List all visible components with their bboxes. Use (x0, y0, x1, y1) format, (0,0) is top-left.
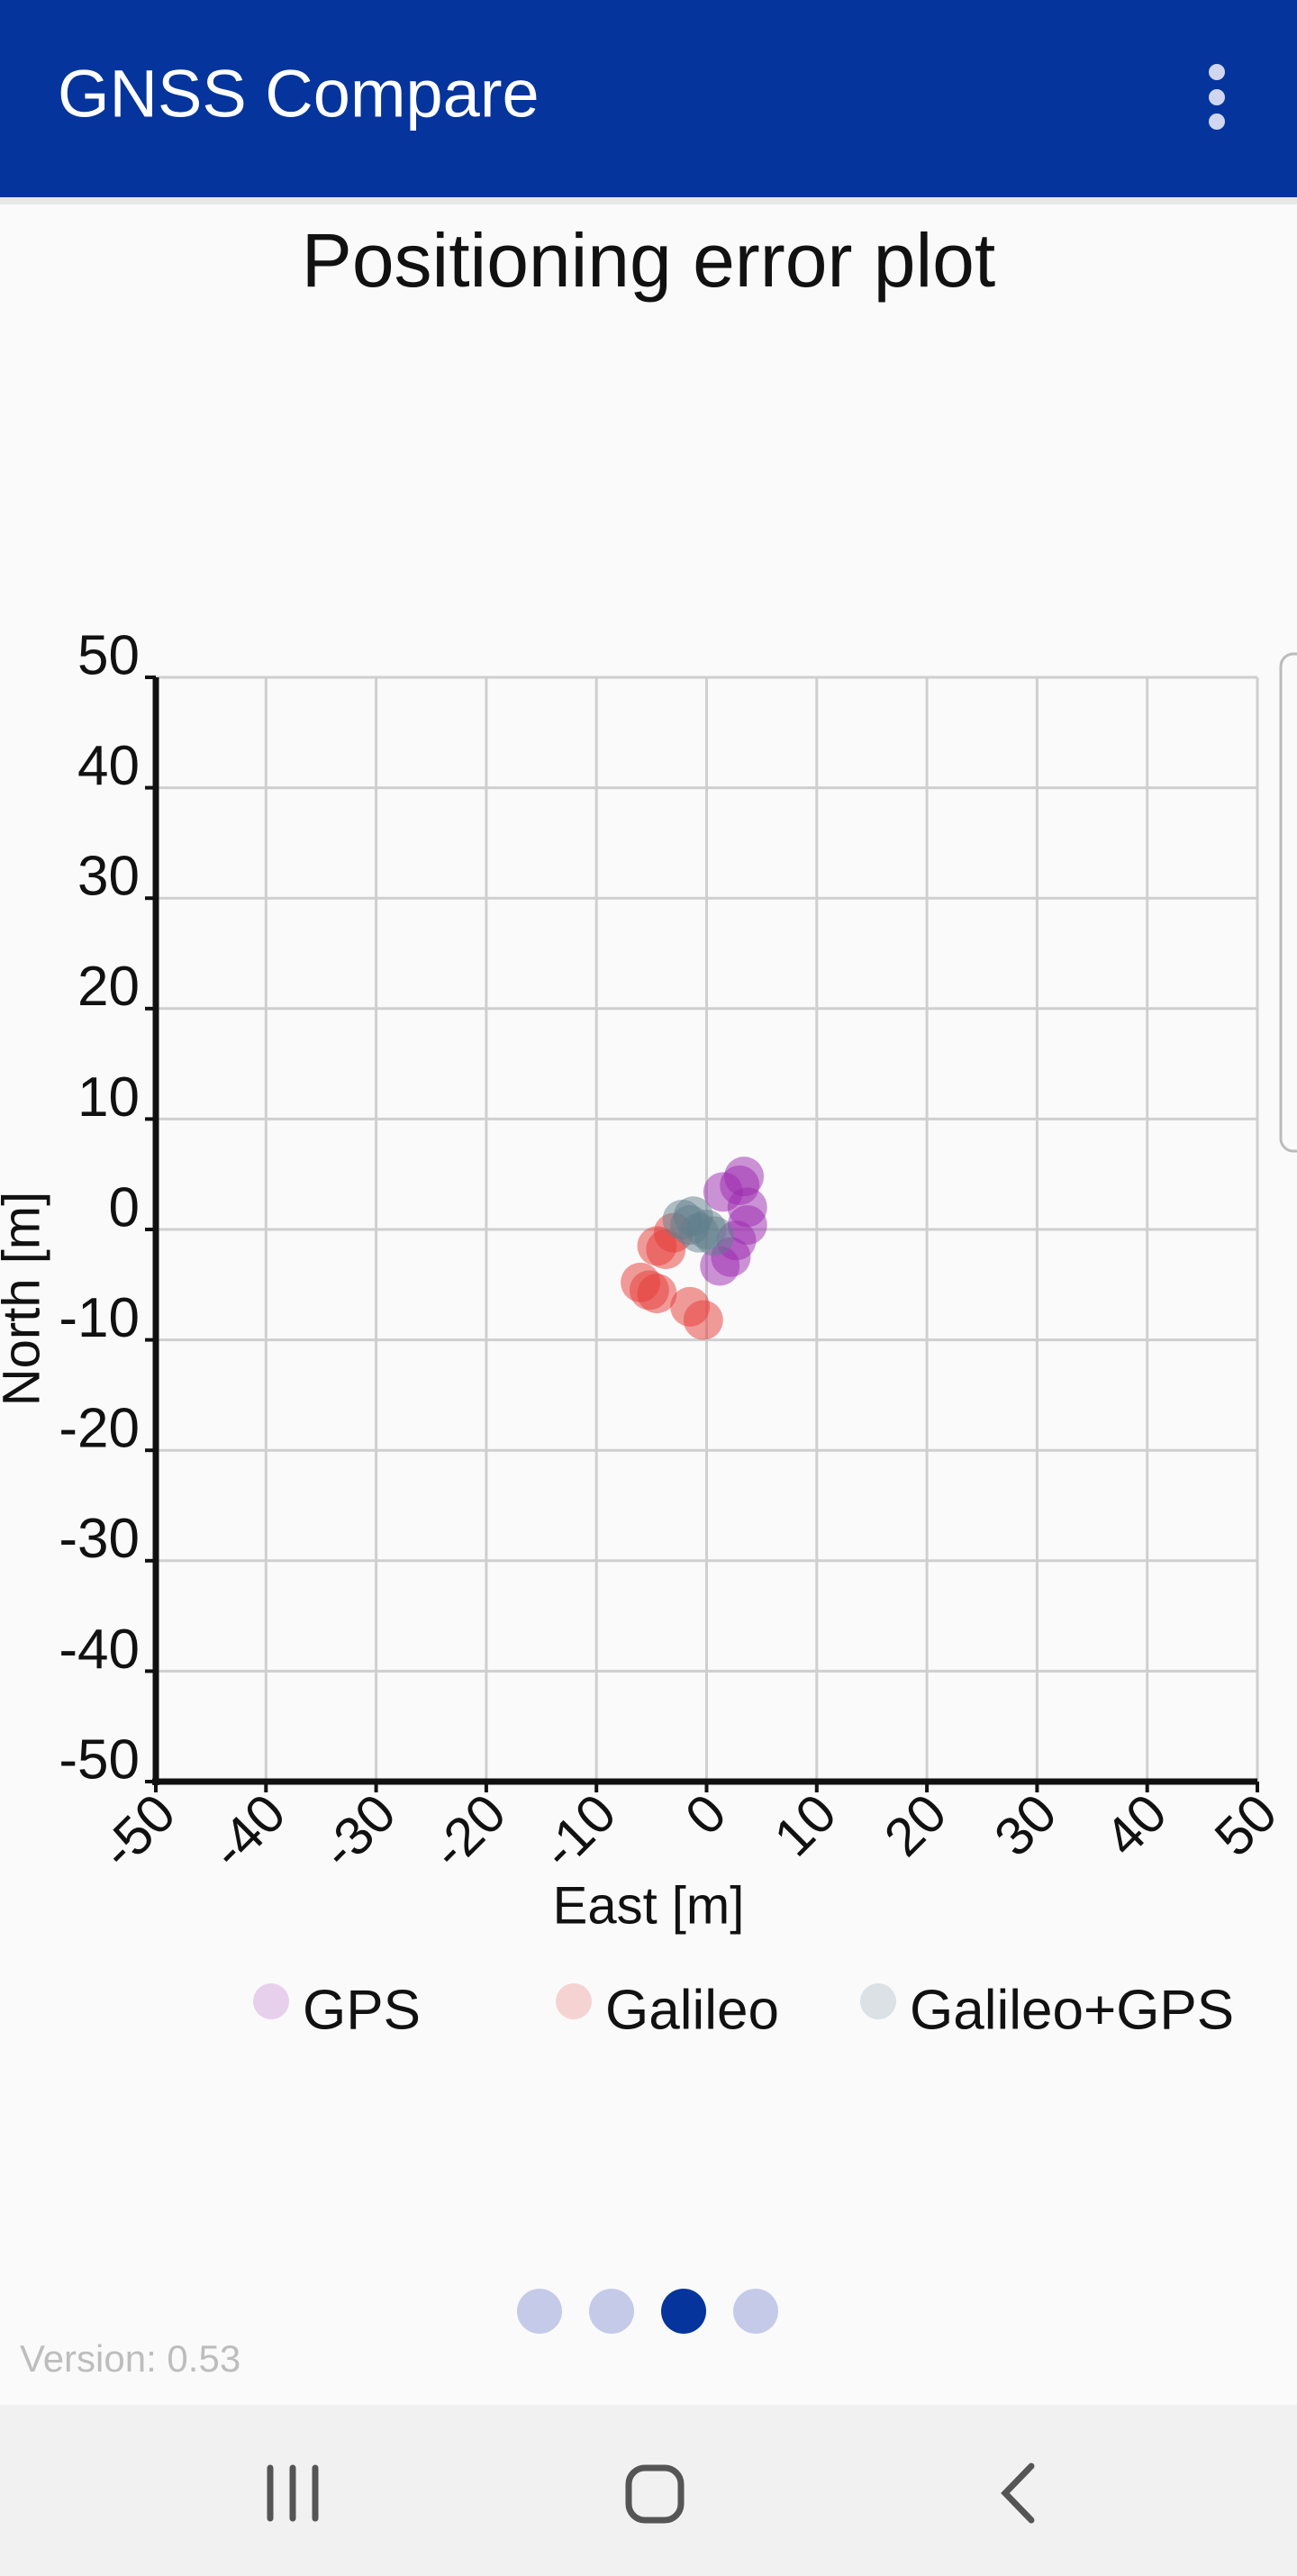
x-axis-label: East [m] (553, 1876, 745, 1935)
menu-dot (1209, 89, 1225, 105)
data-point (724, 1156, 765, 1197)
data-point (670, 1286, 711, 1327)
recents-button[interactable] (267, 2464, 319, 2522)
page-dot-active[interactable] (661, 2289, 706, 2334)
legend-swatch (253, 1983, 289, 2019)
legend-label: Galileo+GPS (910, 1979, 1234, 2041)
y-tick-label: 20 (77, 956, 140, 1018)
y-tick-label: -30 (59, 1508, 140, 1570)
y-tick-label: 40 (77, 735, 140, 797)
home-button[interactable] (625, 2464, 685, 2524)
y-tick-label: -10 (59, 1287, 140, 1349)
y-tick-label: -20 (59, 1398, 140, 1460)
y-tick-label: 30 (77, 846, 140, 908)
legend-label: Galileo (605, 1979, 779, 2041)
y-axis-label: North [m] (0, 1192, 50, 1407)
side-handle[interactable] (1279, 652, 1297, 1153)
version-label: Version: 0.53 (20, 2337, 240, 2380)
y-tick-label: 0 (109, 1176, 140, 1238)
menu-dot (1209, 113, 1225, 130)
page-dot[interactable] (517, 2289, 562, 2334)
legend-item: Galileo+GPS (860, 1979, 1234, 2041)
legend-swatch (860, 1983, 896, 2019)
app-title: GNSS Compare (58, 57, 540, 132)
y-tick-label: -50 (59, 1728, 140, 1791)
nav-bar (0, 2405, 1297, 2576)
app-bar-shadow (0, 197, 1297, 204)
legend-item: Galileo (556, 1979, 779, 2041)
legend-label: GPS (303, 1979, 421, 2041)
y-tick-label: -40 (59, 1619, 140, 1681)
data-point (637, 1226, 677, 1266)
y-tick-label: 10 (77, 1066, 140, 1129)
data-point (700, 1246, 740, 1286)
overflow-menu[interactable] (1209, 64, 1225, 130)
page-dot[interactable] (589, 2289, 634, 2334)
menu-dot (1209, 64, 1225, 80)
page-indicator (517, 2289, 778, 2334)
page-dot[interactable] (733, 2289, 778, 2334)
data-point (621, 1262, 661, 1302)
legend-swatch (556, 1983, 592, 2019)
back-button[interactable] (1001, 2463, 1035, 2524)
chart-title: Positioning error plot (302, 218, 995, 303)
legend-item: GPS (253, 1979, 421, 2041)
y-tick-label: 50 (77, 624, 140, 686)
app-bar (0, 0, 1297, 197)
data-point (673, 1196, 713, 1237)
